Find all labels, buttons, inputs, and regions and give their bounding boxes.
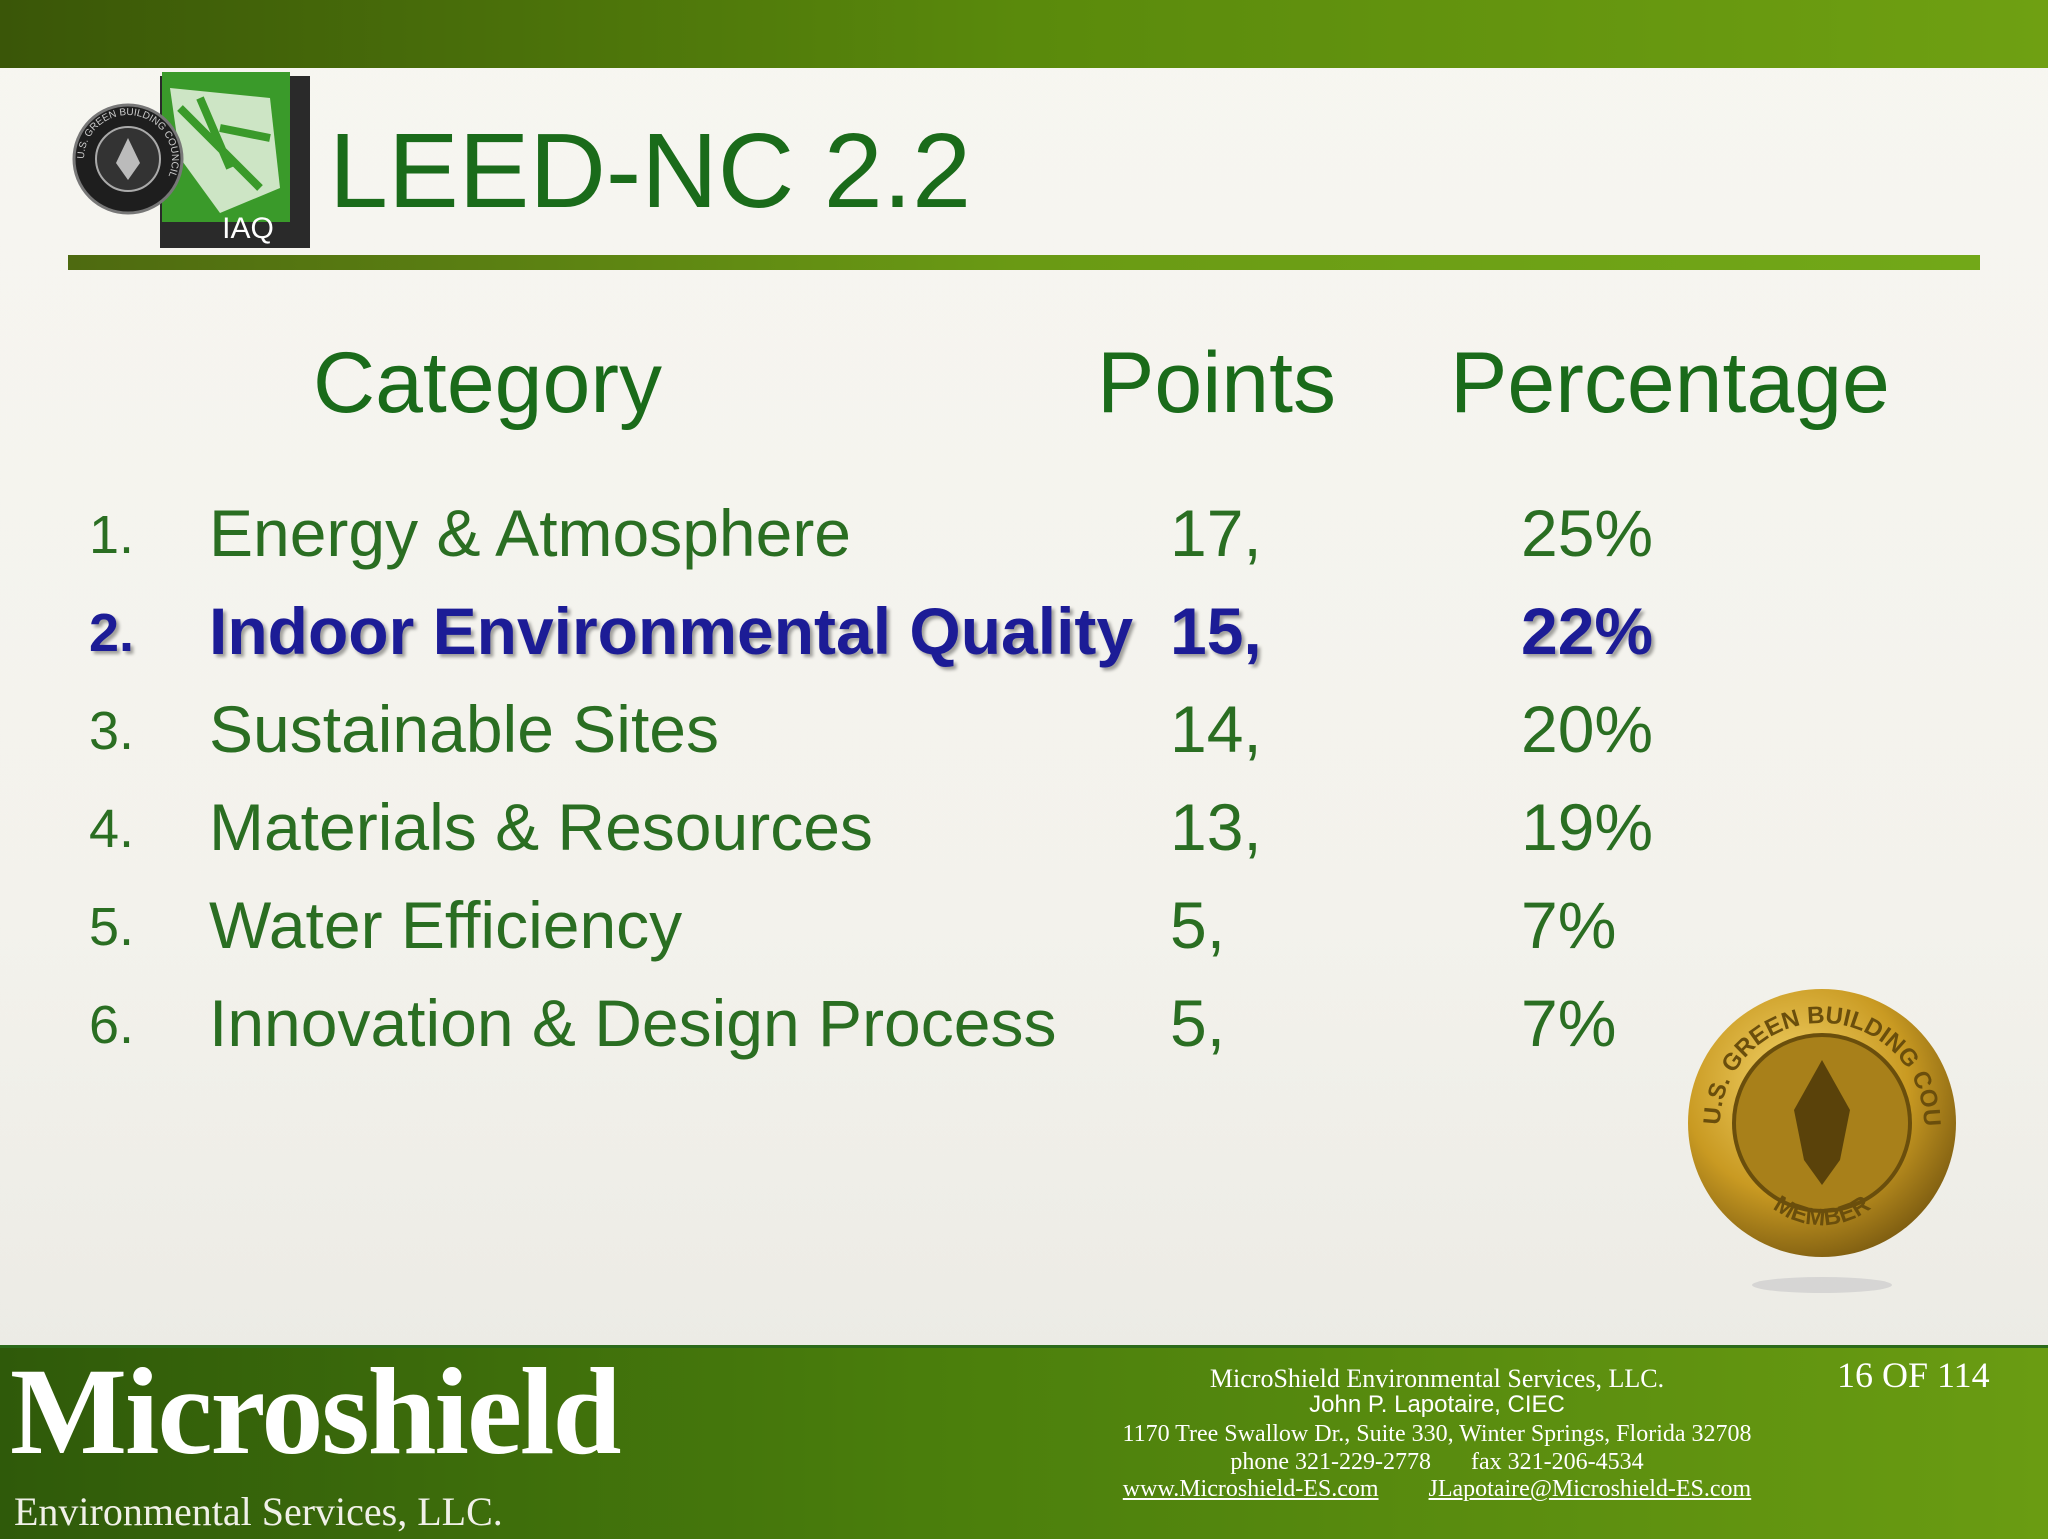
points: 14,: [1170, 692, 1262, 766]
brand-subtitle: Environmental Services, LLC.: [14, 1489, 503, 1534]
column-header: Percentage: [1450, 335, 1890, 431]
slide-title: LEED-NC 2.2: [329, 112, 972, 230]
category: Innovation & Design Process: [209, 986, 1057, 1060]
brand-name: Microshield: [10, 1343, 621, 1480]
email-link[interactable]: JLapotaire@Microshield-ES.com: [1428, 1476, 1752, 1502]
links: www.Microshield-ES.com JLapotaire@Microsh…: [1037, 1477, 1837, 1501]
points: 15,: [1170, 594, 1262, 668]
points: 17,: [1170, 496, 1262, 570]
category: Sustainable Sites: [209, 692, 719, 766]
category: Materials & Resources: [209, 790, 873, 864]
logo: IAQ U.S. GREEN BUILDING COUNCIL: [72, 72, 310, 248]
row-number: 6.: [89, 995, 135, 1055]
percentage: 25%: [1521, 496, 1654, 570]
category: Water Efficiency: [209, 888, 683, 962]
website-link[interactable]: www.Microshield-ES.com: [1122, 1476, 1379, 1502]
category: Energy & Atmosphere: [209, 496, 852, 570]
fax: fax 321-206-4534: [1471, 1449, 1644, 1475]
percentage: 7%: [1521, 888, 1617, 962]
footer-bar: [0, 1345, 2048, 1539]
address: 1170 Tree Swallow Dr., Suite 330, Winter…: [1122, 1421, 1752, 1447]
top-bar: [0, 0, 2048, 68]
category: Indoor Environmental Quality: [209, 594, 1134, 668]
row-number: 3.: [89, 701, 135, 761]
member-badge: U.S. GREEN BUILDING COUNCIL MEMBER: [1680, 980, 1956, 1293]
percentage: 19%: [1521, 790, 1654, 864]
row-number: 2.: [89, 603, 135, 663]
row-number: 5.: [89, 897, 135, 957]
points: 13,: [1170, 790, 1262, 864]
phone-fax: phone 321-229-2778 fax 321-206-4534: [1037, 1450, 1837, 1474]
points: 5,: [1170, 888, 1226, 962]
company-name: MicroShield Environmental Services, LLC.: [1209, 1364, 1665, 1393]
page-number: 16 OF 114: [1837, 1355, 1990, 1395]
phone: phone 321-229-2778: [1230, 1449, 1431, 1475]
row-number: 1.: [89, 505, 135, 565]
logo-label: IAQ: [222, 212, 274, 245]
column-header: Category: [313, 335, 662, 431]
percentage: 7%: [1521, 986, 1617, 1060]
contact-name: John P. Lapotaire, CIEC: [1309, 1391, 1565, 1418]
percentage: 20%: [1521, 692, 1654, 766]
points: 5,: [1170, 986, 1226, 1060]
column-header: Points: [1097, 335, 1337, 431]
title-rule: [68, 255, 1980, 270]
percentage: 22%: [1521, 594, 1654, 668]
row-number: 4.: [89, 799, 135, 859]
